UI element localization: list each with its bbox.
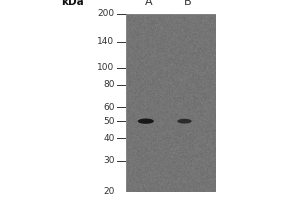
Text: 30: 30 bbox=[103, 156, 115, 165]
Text: 40: 40 bbox=[103, 134, 115, 143]
Text: 140: 140 bbox=[98, 37, 115, 46]
Text: kDa: kDa bbox=[61, 0, 84, 7]
Text: 80: 80 bbox=[103, 80, 115, 89]
Ellipse shape bbox=[138, 118, 154, 124]
Text: 100: 100 bbox=[97, 63, 115, 72]
Text: B: B bbox=[183, 0, 191, 7]
Text: 200: 200 bbox=[98, 9, 115, 19]
Ellipse shape bbox=[177, 119, 192, 124]
Text: A: A bbox=[145, 0, 152, 7]
Text: 20: 20 bbox=[103, 188, 115, 196]
Text: 60: 60 bbox=[103, 103, 115, 112]
Text: 50: 50 bbox=[103, 117, 115, 126]
